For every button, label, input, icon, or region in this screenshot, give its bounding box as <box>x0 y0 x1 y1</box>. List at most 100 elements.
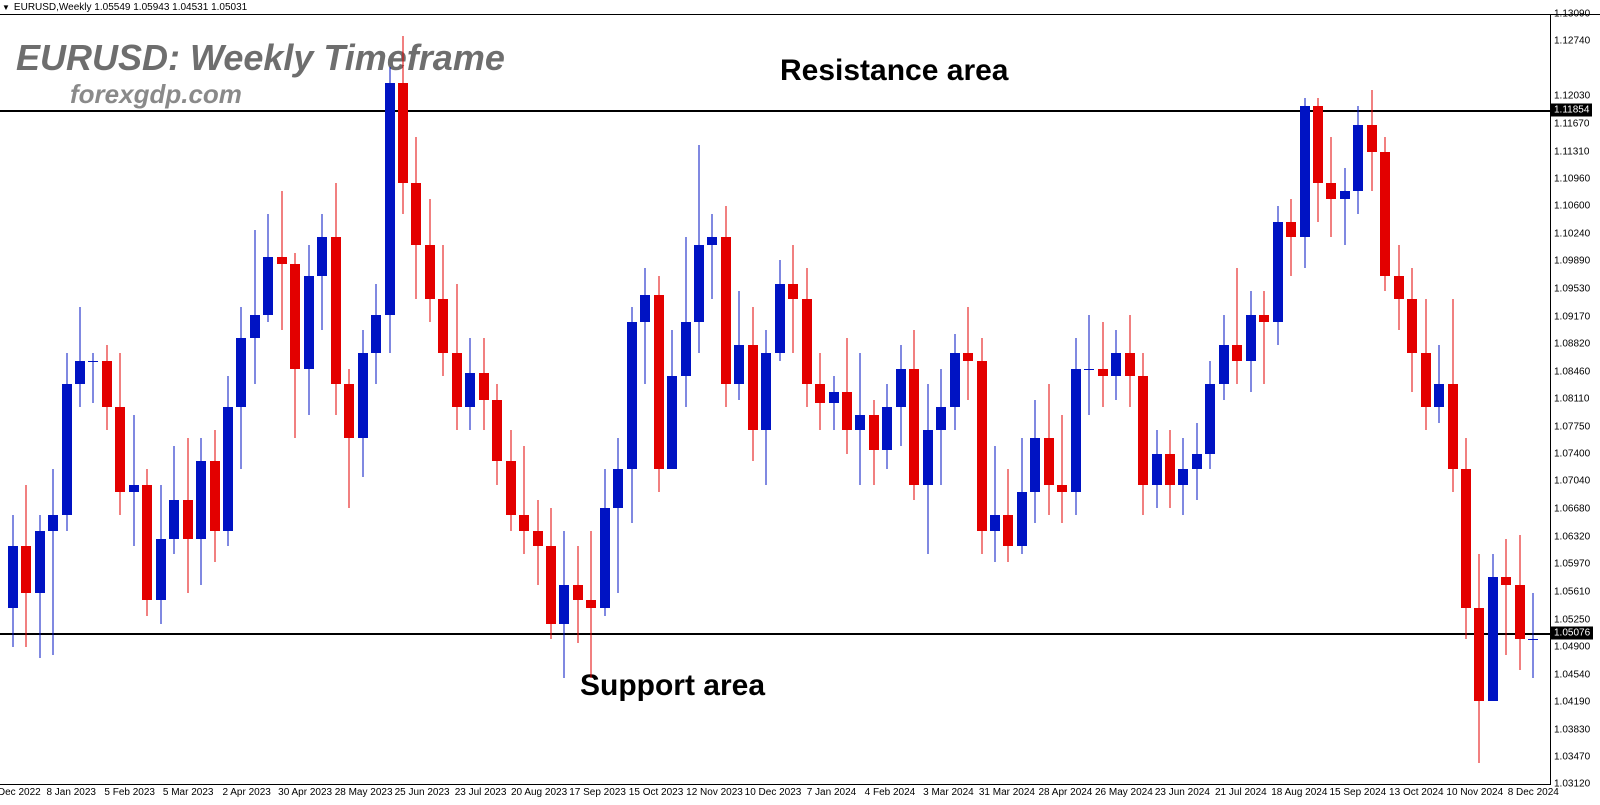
candle[interactable] <box>425 14 435 785</box>
candle[interactable] <box>573 14 583 785</box>
candle[interactable] <box>950 14 960 785</box>
candle[interactable] <box>1515 14 1525 785</box>
candle[interactable] <box>1353 14 1363 785</box>
candle[interactable] <box>1286 14 1296 785</box>
candle[interactable] <box>1421 14 1431 785</box>
candle[interactable] <box>277 14 287 785</box>
candle[interactable] <box>936 14 946 785</box>
candle[interactable] <box>1259 14 1269 785</box>
candle[interactable] <box>1178 14 1188 785</box>
candle[interactable] <box>1501 14 1511 785</box>
candle[interactable] <box>600 14 610 785</box>
candle[interactable] <box>142 14 152 785</box>
candle[interactable] <box>681 14 691 785</box>
candle[interactable] <box>1528 14 1538 785</box>
candle[interactable] <box>1017 14 1027 785</box>
candle[interactable] <box>882 14 892 785</box>
plot-area[interactable]: EURUSD: Weekly Timeframe forexgdp.com Re… <box>0 14 1550 785</box>
candle[interactable] <box>210 14 220 785</box>
candle[interactable] <box>654 14 664 785</box>
candle[interactable] <box>48 14 58 785</box>
candle[interactable] <box>667 14 677 785</box>
candle[interactable] <box>304 14 314 785</box>
candle[interactable] <box>1111 14 1121 785</box>
candle[interactable] <box>1474 14 1484 785</box>
candle[interactable] <box>734 14 744 785</box>
candle[interactable] <box>546 14 556 785</box>
candle[interactable] <box>1394 14 1404 785</box>
candle[interactable] <box>855 14 865 785</box>
candle[interactable] <box>909 14 919 785</box>
candle[interactable] <box>1165 14 1175 785</box>
candle[interactable] <box>479 14 489 785</box>
candle[interactable] <box>223 14 233 785</box>
candle[interactable] <box>1367 14 1377 785</box>
candle[interactable] <box>438 14 448 785</box>
candle[interactable] <box>963 14 973 785</box>
candle[interactable] <box>1003 14 1013 785</box>
candle[interactable] <box>102 14 112 785</box>
candle[interactable] <box>1084 14 1094 785</box>
candle[interactable] <box>398 14 408 785</box>
candle[interactable] <box>613 14 623 785</box>
candle[interactable] <box>1246 14 1256 785</box>
candle[interactable] <box>815 14 825 785</box>
candle[interactable] <box>236 14 246 785</box>
candle[interactable] <box>1125 14 1135 785</box>
candle[interactable] <box>707 14 717 785</box>
candle[interactable] <box>1044 14 1054 785</box>
candle[interactable] <box>35 14 45 785</box>
candle[interactable] <box>1192 14 1202 785</box>
candle[interactable] <box>1219 14 1229 785</box>
candle[interactable] <box>1152 14 1162 785</box>
candle[interactable] <box>156 14 166 785</box>
candle[interactable] <box>75 14 85 785</box>
candle[interactable] <box>1407 14 1417 785</box>
candle[interactable] <box>62 14 72 785</box>
candle[interactable] <box>761 14 771 785</box>
candle[interactable] <box>317 14 327 785</box>
candle[interactable] <box>344 14 354 785</box>
candle[interactable] <box>1071 14 1081 785</box>
candle[interactable] <box>290 14 300 785</box>
candle[interactable] <box>1057 14 1067 785</box>
candle[interactable] <box>263 14 273 785</box>
candle[interactable] <box>990 14 1000 785</box>
candle[interactable] <box>788 14 798 785</box>
candle[interactable] <box>519 14 529 785</box>
candle[interactable] <box>250 14 260 785</box>
candle[interactable] <box>829 14 839 785</box>
candle[interactable] <box>358 14 368 785</box>
candle[interactable] <box>640 14 650 785</box>
candle[interactable] <box>721 14 731 785</box>
candle[interactable] <box>627 14 637 785</box>
candle[interactable] <box>129 14 139 785</box>
candle[interactable] <box>1488 14 1498 785</box>
candle[interactable] <box>842 14 852 785</box>
candle[interactable] <box>1273 14 1283 785</box>
candle[interactable] <box>21 14 31 785</box>
candle[interactable] <box>169 14 179 785</box>
candle[interactable] <box>1138 14 1148 785</box>
candle[interactable] <box>869 14 879 785</box>
candle[interactable] <box>115 14 125 785</box>
candle[interactable] <box>1205 14 1215 785</box>
candle[interactable] <box>559 14 569 785</box>
candle[interactable] <box>411 14 421 785</box>
candle[interactable] <box>586 14 596 785</box>
candle[interactable] <box>465 14 475 785</box>
candle[interactable] <box>1098 14 1108 785</box>
candle[interactable] <box>1232 14 1242 785</box>
candle[interactable] <box>896 14 906 785</box>
candle[interactable] <box>385 14 395 785</box>
candle[interactable] <box>371 14 381 785</box>
candle[interactable] <box>1340 14 1350 785</box>
candle[interactable] <box>1313 14 1323 785</box>
candle[interactable] <box>923 14 933 785</box>
candle[interactable] <box>1300 14 1310 785</box>
candle[interactable] <box>331 14 341 785</box>
candle[interactable] <box>506 14 516 785</box>
candle[interactable] <box>492 14 502 785</box>
candle[interactable] <box>1434 14 1444 785</box>
candle[interactable] <box>775 14 785 785</box>
